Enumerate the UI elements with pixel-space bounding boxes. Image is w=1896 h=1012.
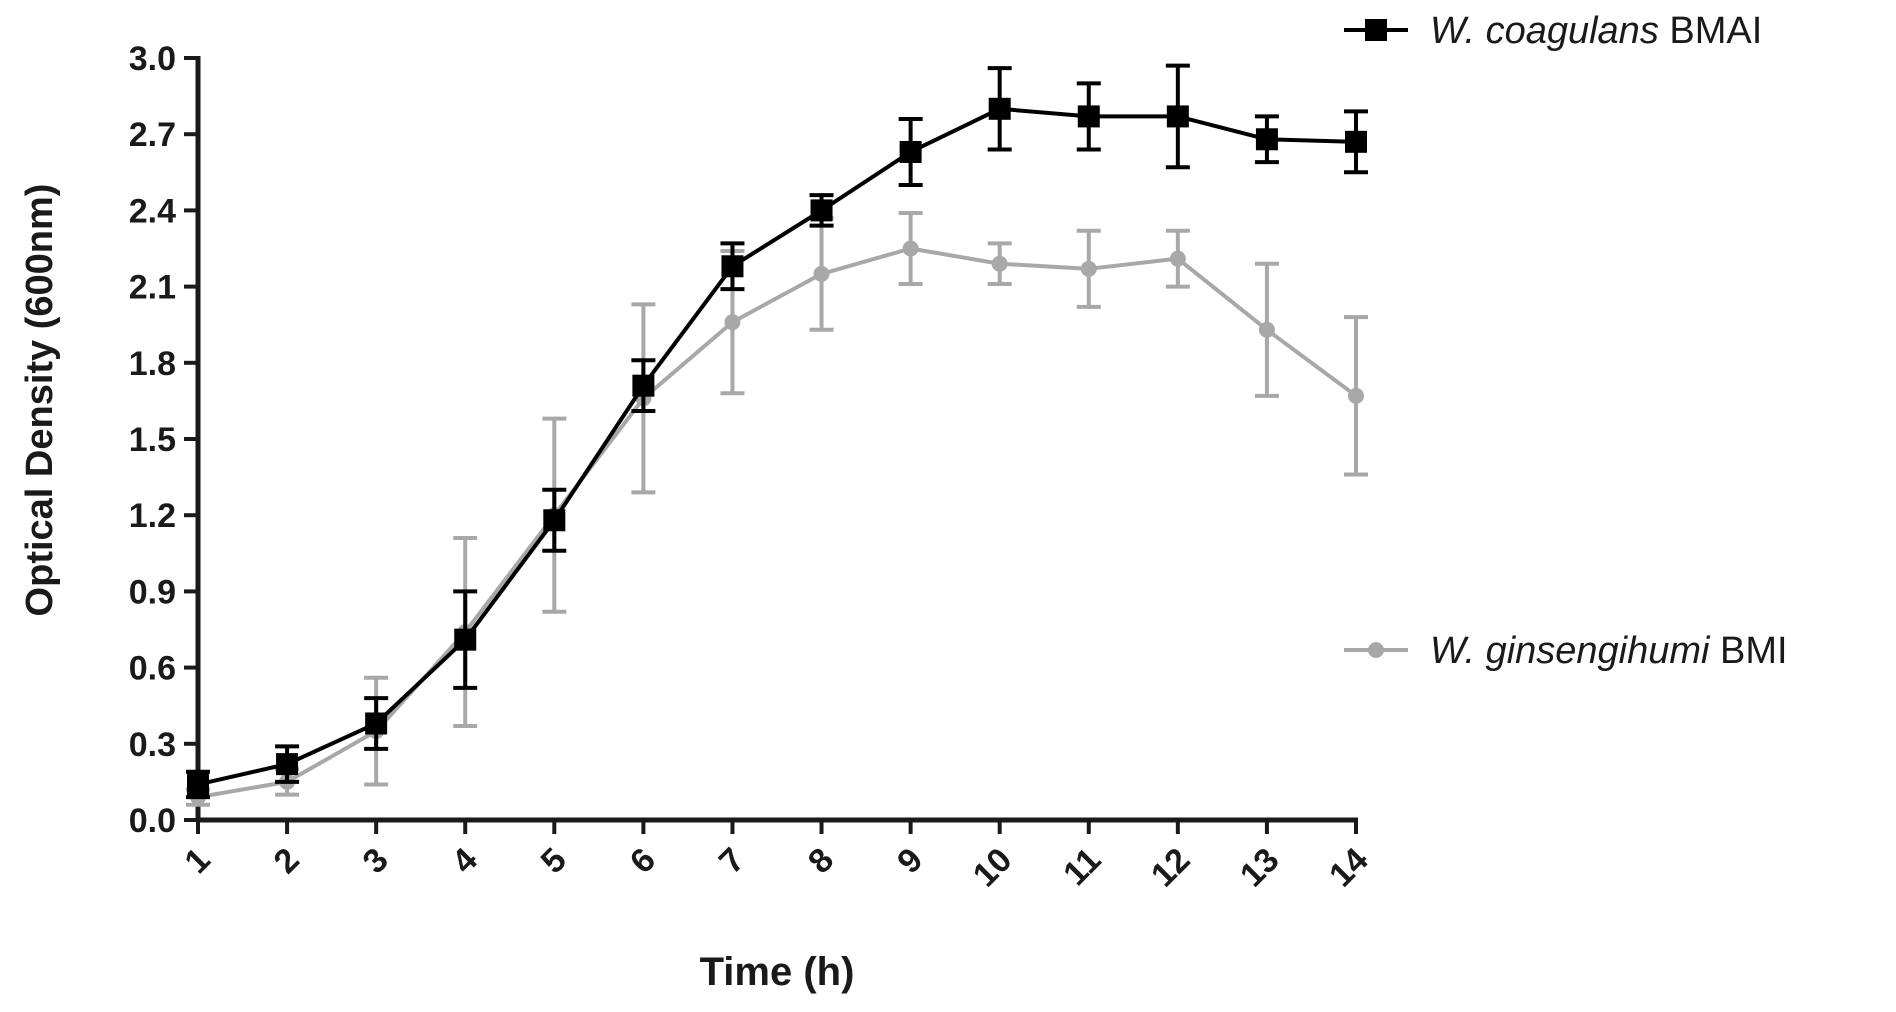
- y-axis-label: Optical Density (600nm): [19, 184, 61, 617]
- legend-entry-ginsengihumi: W. ginsengihumi BMI: [1344, 630, 1788, 672]
- data-point-square: [187, 773, 209, 796]
- data-point-square: [1255, 128, 1278, 151]
- data-point-square: [810, 199, 833, 222]
- x-tick-label: 14: [1322, 841, 1376, 895]
- y-tick-label: 1.2: [129, 497, 176, 535]
- data-point-square: [1345, 130, 1367, 153]
- series-coagulans: [186, 63, 1368, 800]
- x-tick-label: 6: [623, 841, 663, 881]
- data-point-circle: [1258, 321, 1275, 338]
- data-point-circle: [902, 240, 919, 257]
- y-tick-label: 1.8: [129, 345, 176, 383]
- x-axis-label: Time (h): [700, 950, 855, 994]
- y-tick-label: 2.1: [129, 269, 176, 307]
- x-ticks: 1 2 3 4 5 6 7 8 9 10 11 12 13 14: [177, 820, 1376, 895]
- legend-label: W. coagulans BMAI: [1430, 10, 1762, 52]
- x-tick-label: 4: [445, 841, 485, 881]
- y-tick-label: 1.5: [129, 421, 176, 459]
- legend: W. coagulans BMAI W. ginsengihumi BMI: [1344, 10, 1788, 672]
- series-line: [197, 246, 1358, 800]
- data-point-circle: [1169, 250, 1186, 267]
- series-line: [197, 106, 1357, 787]
- legend-marker-circle: [1368, 642, 1384, 658]
- y-tick-label: 0.6: [129, 650, 176, 688]
- data-point-square: [454, 628, 477, 651]
- y-tick-label: 3.0: [129, 40, 176, 78]
- x-tick-label: 13: [1233, 841, 1287, 895]
- x-tick-label: 12: [1144, 841, 1198, 895]
- x-tick-label: 8: [801, 841, 841, 881]
- y-ticks: 0.0 0.3 0.6 0.9 1.2 1.5 1.8 2.1 2.4 2.7 3.0: [129, 40, 198, 840]
- data-point-square: [632, 374, 655, 397]
- legend-label: W. ginsengihumi BMI: [1430, 630, 1788, 672]
- x-tick-label: 10: [966, 841, 1020, 895]
- data-point-circle: [991, 255, 1008, 272]
- data-point-square: [276, 753, 299, 776]
- series: [186, 63, 1368, 807]
- y-tick-label: 0.0: [129, 802, 176, 840]
- x-tick-label: 1: [177, 841, 217, 881]
- data-point-circle: [813, 265, 830, 282]
- x-tick-label: 5: [534, 841, 574, 881]
- data-point-circle: [724, 314, 741, 331]
- data-point-square: [1166, 105, 1189, 128]
- legend-entry-coagulans: W. coagulans BMAI: [1344, 10, 1762, 52]
- series-ginsengihumi: [186, 210, 1368, 807]
- axes: [195, 56, 1358, 823]
- y-tick-label: 0.3: [129, 726, 176, 764]
- data-point-square: [899, 140, 922, 163]
- x-tick-label: 3: [356, 841, 396, 881]
- data-point-circle: [1080, 260, 1097, 277]
- data-point-square: [721, 255, 744, 278]
- x-tick-label: 9: [890, 841, 930, 881]
- data-point-circle: [1348, 387, 1364, 404]
- y-tick-label: 2.4: [129, 192, 176, 230]
- x-tick-label: 7: [712, 841, 752, 881]
- y-tick-label: 0.9: [129, 573, 176, 611]
- data-point-square: [365, 712, 388, 735]
- x-tick-label: 2: [266, 841, 306, 881]
- x-tick-label: 11: [1056, 841, 1108, 893]
- y-tick-label: 2.7: [129, 116, 176, 154]
- data-point-square: [543, 509, 566, 532]
- data-point-square: [1077, 105, 1100, 128]
- legend-marker-square: [1365, 19, 1387, 41]
- data-point-square: [988, 97, 1011, 120]
